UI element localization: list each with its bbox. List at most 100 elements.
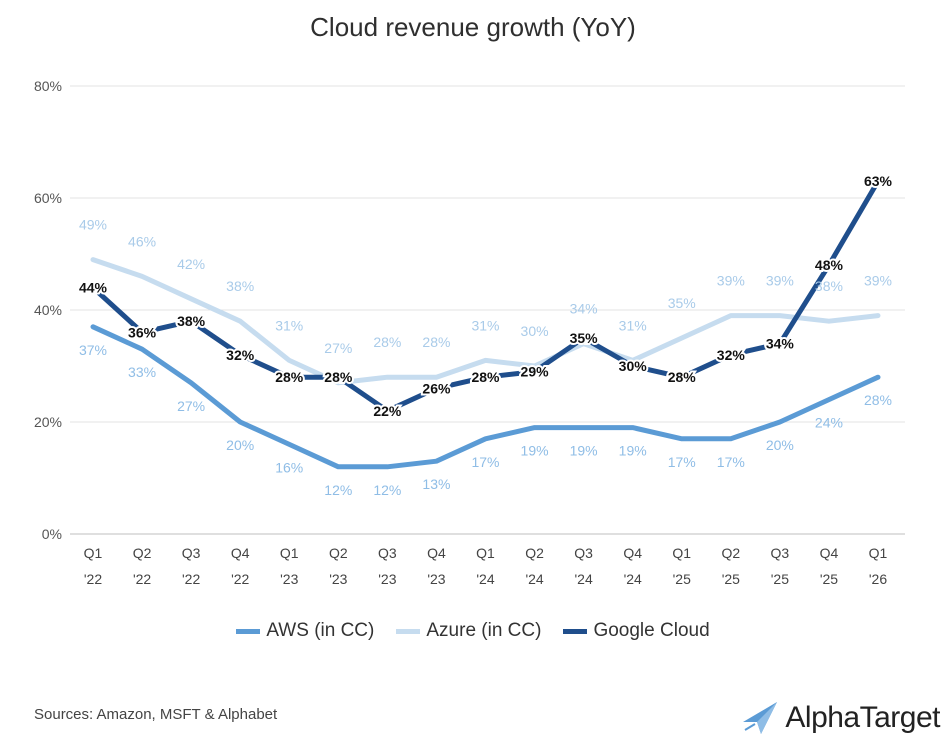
series-line-azure	[90, 257, 881, 386]
x-tick-label: '25	[820, 571, 838, 587]
legend-swatch-azure	[396, 628, 421, 634]
data-label-google-cloud: 29%	[521, 364, 550, 380]
legend-swatch-google-cloud	[563, 628, 588, 634]
data-labels: 37% 33% 27% 20% 16% 12% 12% 13% 17% 19% 19% 19% 17% 1…	[77, 171, 895, 498]
x-tick-label: Q2	[133, 545, 152, 561]
legend-item-azure: Azure (in CC)	[396, 620, 541, 642]
legend: AWS (in CC) Azure (in CC) Google Cloud	[0, 620, 946, 642]
x-tick-label: Q2	[329, 545, 348, 561]
data-label-google-cloud: 22%	[373, 403, 402, 419]
x-tick-label: Q3	[771, 545, 790, 561]
data-label-azure: 31%	[275, 317, 303, 333]
line-chart: 0% 20% 40% 60% 80% Q1 '22 Q2 '22 Q3 '22 Q4 '22 Q1 '23…	[34, 78, 905, 587]
x-tick-label: Q1	[280, 545, 299, 561]
data-label-azure: 46%	[128, 233, 156, 249]
data-label-google-cloud: 28%	[668, 369, 697, 385]
data-label-google-cloud: 32%	[226, 347, 255, 363]
x-tick-label: Q1	[84, 545, 103, 561]
data-label-azure: 38%	[815, 278, 843, 294]
data-label-aws: 19%	[570, 443, 598, 459]
x-tick-label: '23	[378, 571, 396, 587]
data-label-azure: 27%	[324, 340, 352, 356]
legend-swatch-aws	[236, 628, 261, 634]
data-label-azure: 49%	[79, 217, 107, 233]
data-label-azure: 38%	[226, 278, 254, 294]
data-label-azure: 28%	[422, 334, 450, 350]
data-label-aws: 37%	[79, 342, 107, 358]
x-tick-label: '25	[673, 571, 691, 587]
data-label-azure: 31%	[471, 317, 499, 333]
data-label-google-cloud: 30%	[619, 358, 648, 374]
x-tick-label: Q1	[476, 545, 495, 561]
data-label-aws: 13%	[422, 476, 450, 492]
data-label-aws: 19%	[521, 443, 549, 459]
data-label-azure: 39%	[766, 273, 794, 289]
x-tick-label: Q2	[721, 545, 740, 561]
legend-item-google-cloud: Google Cloud	[563, 620, 710, 642]
chart-title: Cloud revenue growth (YoY)	[310, 12, 636, 42]
data-label-azure: 34%	[570, 301, 598, 317]
data-label-google-cloud: 28%	[471, 369, 500, 385]
data-label-aws: 17%	[668, 454, 696, 470]
x-tick-label: '24	[624, 571, 642, 587]
data-label-google-cloud: 36%	[128, 324, 157, 340]
data-label-azure: 39%	[864, 273, 892, 289]
x-tick-label: '22	[84, 571, 102, 587]
x-tick-label: '22	[133, 571, 151, 587]
paper-plane-icon	[743, 702, 778, 734]
data-label-azure: 30%	[521, 323, 549, 339]
data-label-aws: 17%	[717, 454, 745, 470]
x-tick-label: '23	[427, 571, 445, 587]
source-note: Sources: Amazon, MSFT & Alphabet	[34, 706, 278, 723]
data-label-aws: 24%	[815, 415, 843, 431]
gridlines	[70, 85, 905, 535]
data-label-google-cloud: 44%	[79, 280, 108, 296]
x-axis-ticks: Q1 '22 Q2 '22 Q3 '22 Q4 '22 Q1 '23 Q2 '23 Q3 '23 Q4 '23…	[84, 545, 888, 587]
data-label-azure: 35%	[668, 295, 696, 311]
data-label-google-cloud: 28%	[275, 369, 304, 385]
x-tick-label: '25	[771, 571, 789, 587]
data-label-aws: 16%	[275, 459, 303, 475]
x-tick-label: Q4	[623, 545, 642, 561]
x-tick-label: Q2	[525, 545, 544, 561]
data-label-google-cloud: 38%	[177, 313, 206, 329]
y-tick-label: 20%	[34, 414, 62, 430]
x-tick-label: '22	[231, 571, 249, 587]
data-label-google-cloud: 32%	[717, 347, 746, 363]
data-label-google-cloud: 63%	[864, 173, 893, 189]
data-label-azure: 39%	[717, 273, 745, 289]
legend-item-aws: AWS (in CC)	[236, 620, 374, 642]
x-tick-label: Q3	[182, 545, 201, 561]
data-label-aws: 27%	[177, 398, 205, 414]
series-line-google-cloud	[90, 178, 881, 414]
x-tick-label: Q1	[869, 545, 888, 561]
x-tick-label: Q3	[378, 545, 397, 561]
legend-label-azure: Azure (in CC)	[426, 620, 542, 641]
data-label-google-cloud: 28%	[324, 369, 353, 385]
data-label-aws: 28%	[864, 392, 892, 408]
data-label-google-cloud: 26%	[422, 380, 451, 396]
x-tick-label: '23	[280, 571, 298, 587]
series-line-aws	[90, 324, 881, 470]
x-tick-label: Q4	[820, 545, 839, 561]
x-tick-label: Q1	[672, 545, 691, 561]
data-label-google-cloud: 48%	[815, 257, 844, 273]
brand-name: AlphaTarget	[785, 701, 940, 734]
y-tick-label: 40%	[34, 302, 62, 318]
x-tick-label: Q4	[231, 545, 250, 561]
x-tick-label: Q3	[574, 545, 593, 561]
series-lines	[90, 178, 881, 470]
x-tick-label: '26	[869, 571, 887, 587]
data-label-azure: 28%	[373, 334, 401, 350]
data-label-azure: 42%	[177, 256, 205, 272]
brand-logo: AlphaTarget	[741, 700, 940, 736]
x-tick-label: '23	[329, 571, 347, 587]
y-axis-ticks: 0% 20% 40% 60% 80%	[34, 78, 62, 542]
data-label-google-cloud: 35%	[570, 330, 599, 346]
data-label-aws: 12%	[324, 482, 352, 498]
x-tick-label: '24	[525, 571, 543, 587]
legend-label-google-cloud: Google Cloud	[593, 620, 710, 641]
x-tick-label: Q4	[427, 545, 446, 561]
x-tick-label: '24	[476, 571, 494, 587]
x-tick-label: '25	[722, 571, 740, 587]
